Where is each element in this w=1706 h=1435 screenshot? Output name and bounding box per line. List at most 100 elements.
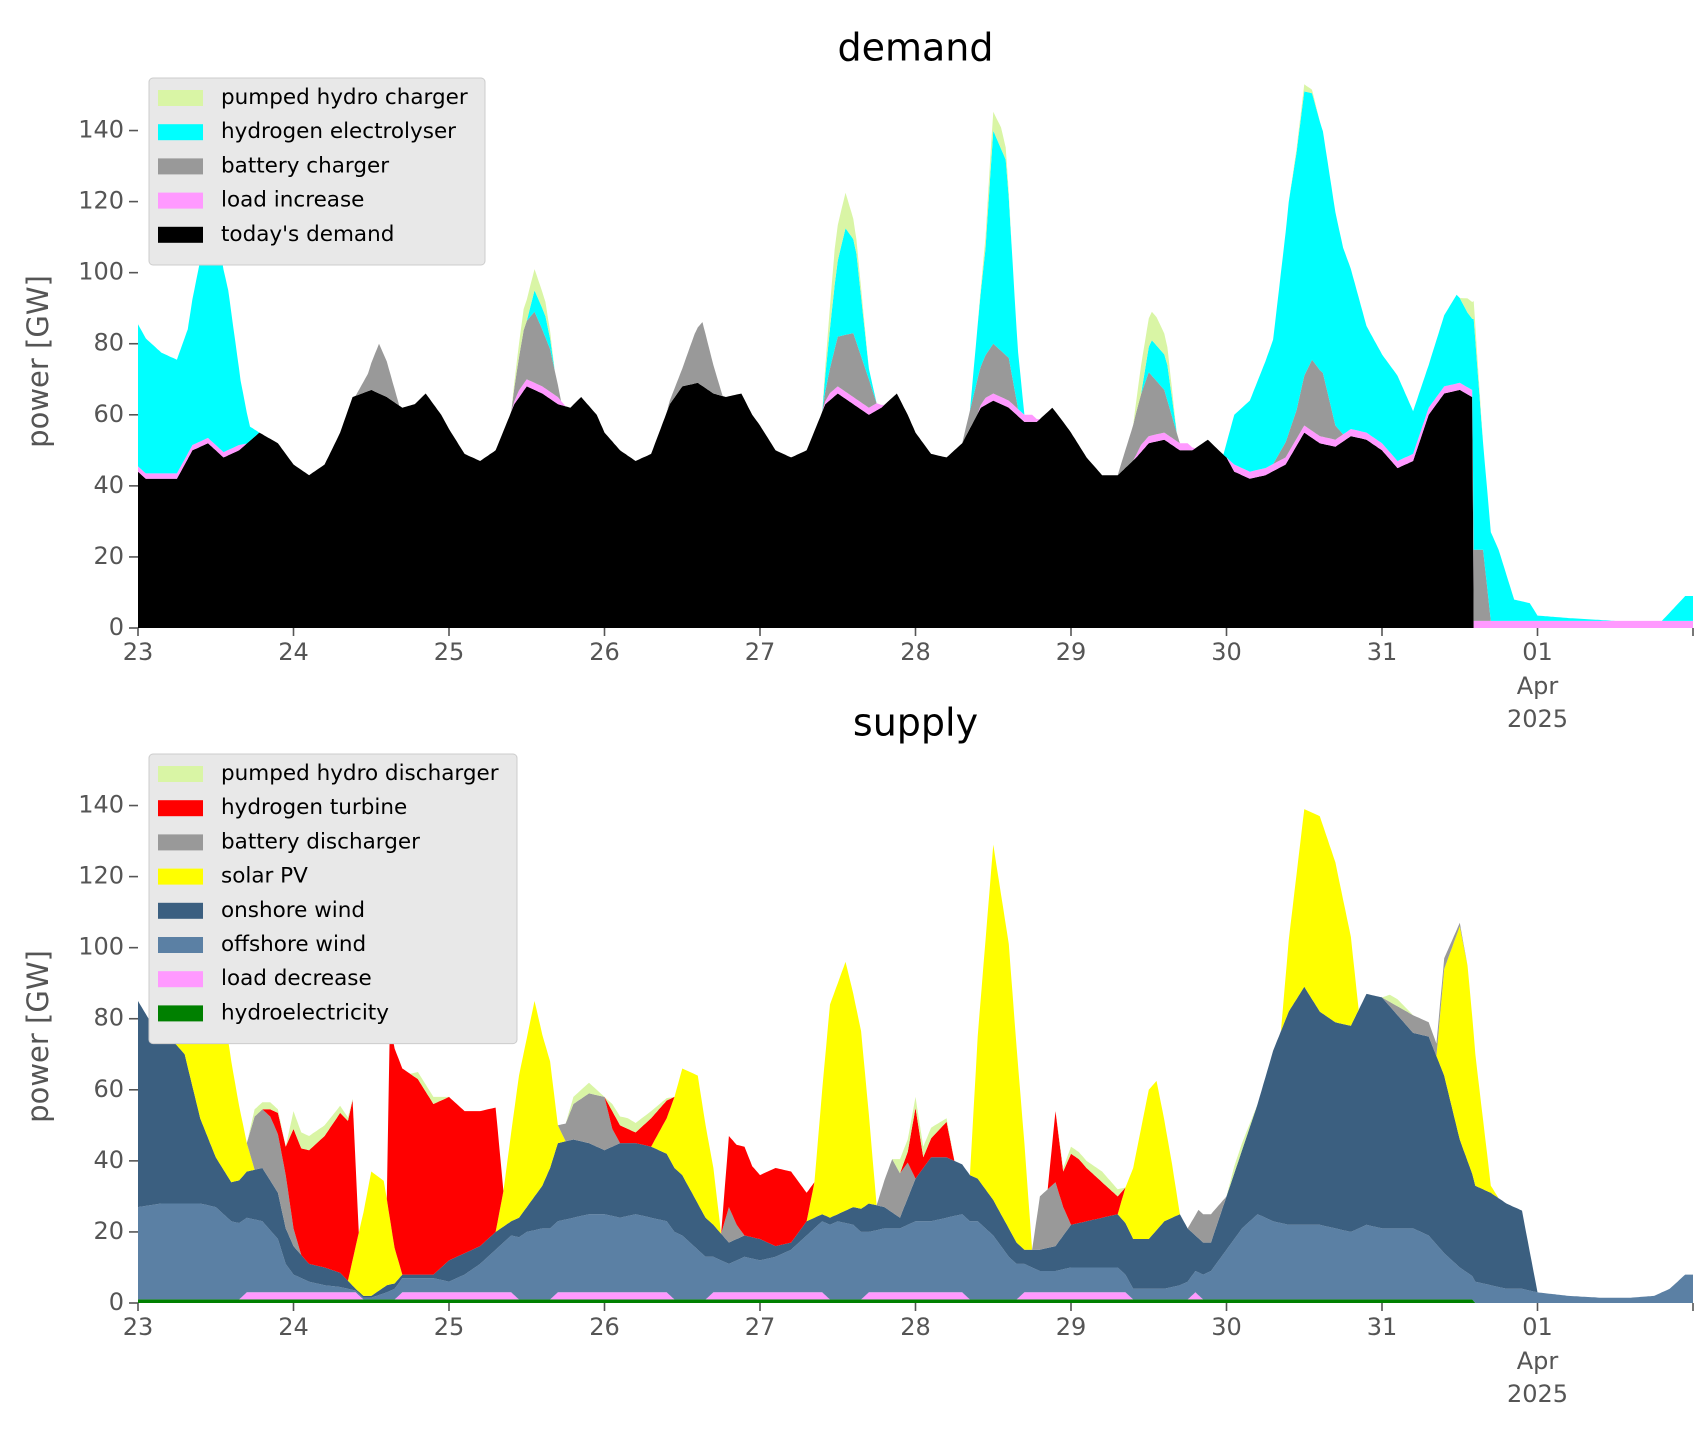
area-onshore-wind (138, 986, 1693, 1298)
x-tick-label: 30 (1211, 1313, 1242, 1341)
legend-label: load decrease (221, 966, 372, 991)
x-tick-label: 01 (1522, 1313, 1553, 1341)
legend-label: hydrogen electrolyser (221, 119, 456, 144)
stacked-areas (138, 84, 1693, 628)
legend-swatch (158, 90, 203, 106)
x-tick-label: 23 (123, 1313, 154, 1341)
legend-label: solar PV (221, 864, 308, 889)
legend-item-solar-pv: solar PV (158, 864, 308, 889)
x-tick-label: 31 (1367, 1313, 1398, 1341)
legend-swatch (158, 834, 203, 851)
x-tick-label: 01 (1522, 638, 1553, 666)
y-tick-label: 20 (93, 1217, 124, 1245)
x-tick-label: 23 (123, 638, 154, 666)
x-tick-label: 27 (745, 1313, 776, 1341)
x-tick-label: 28 (900, 638, 931, 666)
legend-label: hydroelectricity (221, 1000, 389, 1025)
legend-label: battery discharger (221, 829, 420, 854)
area-offshore-wind (138, 1203, 1693, 1303)
legend-item-offshore-wind: offshore wind (158, 932, 366, 957)
legend-item-today-s-demand: today's demand (158, 222, 394, 247)
y-tick-label: 60 (93, 400, 124, 428)
legend-item-hydrogen-electrolyser: hydrogen electrolyser (158, 119, 456, 144)
legend-label: load increase (221, 188, 364, 213)
y-axis-ticks: 0 20 40 60 80 100 120 140 (78, 116, 138, 641)
chart-title: supply (853, 701, 978, 745)
x-tick-label: 27 (745, 638, 776, 666)
x-tick-label: 29 (1056, 638, 1087, 666)
x-tick-label: 26 (589, 638, 620, 666)
y-tick-label: 140 (78, 791, 124, 819)
legend-item-load-decrease: load decrease (158, 966, 372, 991)
y-tick-label: 140 (78, 116, 124, 144)
y-tick-label: 80 (93, 1004, 124, 1032)
y-tick-label: 60 (93, 1075, 124, 1103)
area-solar-pv (138, 809, 1693, 1298)
legend-item-battery-discharger: battery discharger (158, 829, 420, 854)
chart-panel-demand: demand power [GW] 0 20 40 60 80 100 120 140 23 24 25… (21, 26, 1694, 733)
legend-swatch (158, 937, 203, 953)
legend-item-onshore-wind: onshore wind (158, 898, 365, 923)
legend-label: hydrogen turbine (221, 795, 407, 820)
y-tick-label: 80 (93, 329, 124, 357)
x-tick-sublabel: 2025 (1507, 705, 1568, 733)
x-tick-label: 24 (278, 638, 309, 666)
legend-box (148, 753, 518, 1045)
x-tick-label: 25 (434, 638, 465, 666)
legend-swatch (158, 766, 203, 782)
area-hydroelectricity (138, 1299, 1693, 1303)
legend-item-hydroelectricity: hydroelectricity (158, 1000, 389, 1025)
y-tick-label: 0 (109, 1288, 124, 1316)
legend-swatch (158, 1005, 203, 1022)
x-tick-label: 26 (589, 1313, 620, 1341)
x-tick-label: 24 (278, 1313, 309, 1341)
chart-title: demand (837, 26, 993, 70)
legend-box (148, 77, 486, 266)
legend: pumped hydro discharger hydrogen turbine b… (148, 753, 518, 1045)
legend-label: onshore wind (221, 898, 365, 923)
x-tick-sublabel: Apr (1517, 672, 1559, 700)
legend-swatch (158, 192, 203, 209)
x-axis-ticks: 23 24 25 26 27 28 29 30 31 01 Apr 2025 (123, 628, 1694, 733)
legend-item-hydrogen-turbine: hydrogen turbine (158, 795, 407, 820)
x-tick-sublabel: 2025 (1507, 1380, 1568, 1408)
legend-swatch (158, 868, 203, 885)
area-load-decrease (138, 1292, 1693, 1303)
x-tick-label: 31 (1367, 638, 1398, 666)
stacked-areas (138, 809, 1693, 1303)
legend-item-battery-charger: battery charger (158, 153, 389, 178)
y-tick-label: 40 (93, 471, 124, 499)
area-battery-charger (138, 311, 1693, 621)
x-tick-label: 30 (1211, 638, 1242, 666)
legend-swatch (158, 226, 203, 243)
legend: pumped hydro charger hydrogen electrolyse… (148, 77, 486, 266)
y-axis-ticks: 0 20 40 60 80 100 120 140 (78, 791, 138, 1316)
y-tick-label: 100 (78, 933, 124, 961)
y-axis-label: power [GW] (21, 275, 55, 448)
legend-label: offshore wind (221, 932, 366, 957)
legend-label: battery charger (221, 153, 389, 178)
legend-item-pumped-hydro-charger: pumped hydro charger (158, 85, 468, 110)
y-tick-label: 0 (109, 613, 124, 641)
y-tick-label: 40 (93, 1146, 124, 1174)
y-tick-label: 120 (78, 187, 124, 215)
area-hydrogen-electrolyser (138, 91, 1693, 621)
x-axis-ticks: 23 24 25 26 27 28 29 30 31 01 Apr 2025 (123, 1303, 1694, 1408)
area-today-s-demand (138, 382, 1693, 628)
legend-label: pumped hydro discharger (221, 761, 499, 786)
legend-swatch (158, 800, 203, 817)
y-tick-label: 20 (93, 542, 124, 570)
legend-label: pumped hydro charger (221, 85, 468, 110)
x-tick-label: 28 (900, 1313, 931, 1341)
legend-item-load-increase: load increase (158, 188, 364, 213)
legend-swatch (158, 124, 203, 141)
x-tick-sublabel: Apr (1517, 1347, 1559, 1375)
y-tick-label: 120 (78, 862, 124, 890)
legend-swatch (158, 971, 203, 988)
y-tick-label: 100 (78, 258, 124, 286)
legend-swatch (158, 902, 203, 919)
x-tick-label: 25 (434, 1313, 465, 1341)
y-axis-label: power [GW] (21, 950, 55, 1123)
